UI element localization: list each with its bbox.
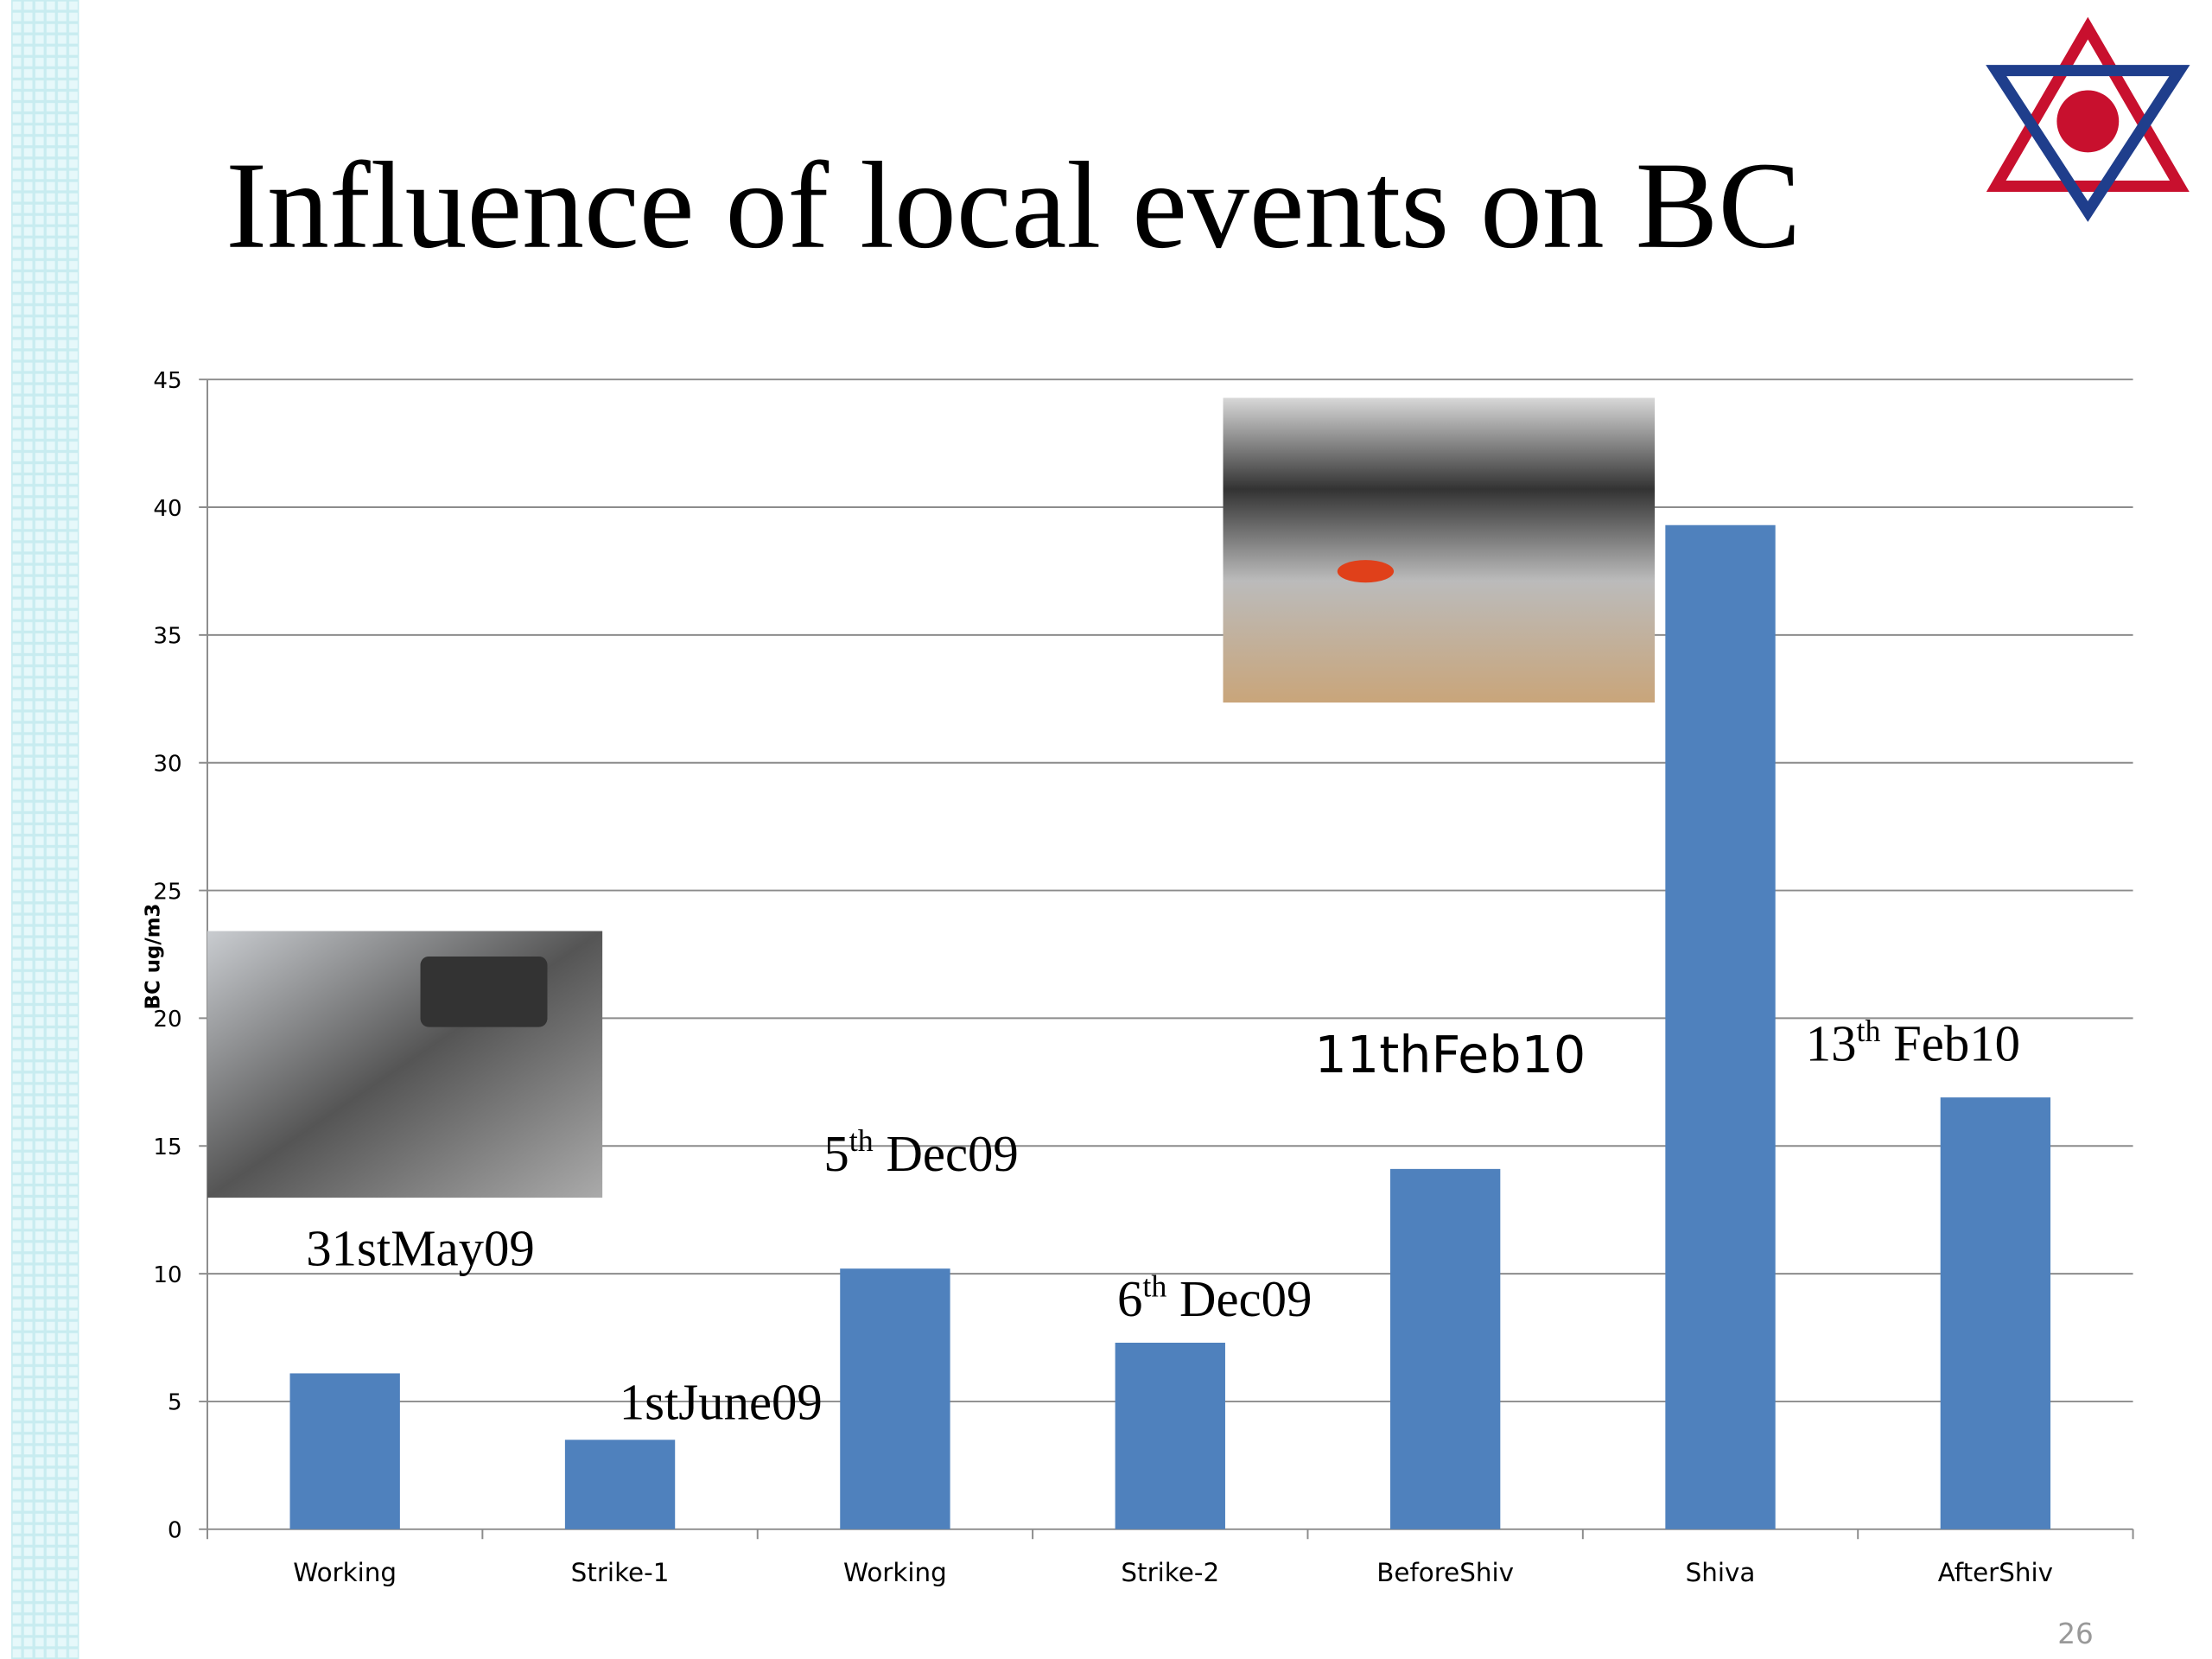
- annotation-text: 13: [1806, 1016, 1857, 1072]
- annotation-text: 31stMay09: [306, 1220, 534, 1276]
- x-tick-label: AfterShiv: [1938, 1558, 2053, 1587]
- y-tick-label: 10: [153, 1262, 181, 1288]
- y-axis-label: BC ug/m3: [142, 904, 164, 1010]
- annotation: 13th Feb10: [1806, 1014, 2020, 1072]
- annotation-text: 5: [823, 1126, 849, 1182]
- chart-title: Influence of local events on BC: [226, 137, 1801, 275]
- photo-fire: [1223, 397, 1656, 703]
- bar: [564, 1440, 676, 1529]
- y-tick-label: 20: [153, 1007, 181, 1033]
- annotation: 6th Dec09: [1117, 1268, 1312, 1327]
- y-tick-label: 35: [153, 624, 181, 650]
- annotation-rest: Dec09: [1166, 1271, 1312, 1327]
- y-tick-label: 25: [153, 879, 181, 905]
- bar: [1665, 524, 1776, 1529]
- annotation: 5th Dec09: [823, 1123, 1018, 1182]
- page-number: 26: [2057, 1618, 2094, 1650]
- annotation: 31stMay09: [306, 1220, 534, 1276]
- x-tick-label: Working: [843, 1558, 947, 1587]
- y-tick-label: 45: [153, 368, 181, 394]
- logo: [1986, 16, 2190, 222]
- annotation-sup: th: [1142, 1268, 1166, 1303]
- x-tick-label: BeforeShiv: [1376, 1558, 1514, 1587]
- annotation-sup: th: [849, 1123, 874, 1158]
- y-tick-label: 5: [168, 1390, 182, 1416]
- y-tick-label: 30: [153, 752, 181, 778]
- bar: [840, 1268, 950, 1529]
- bar: [1940, 1097, 2051, 1529]
- bar: [1115, 1342, 1225, 1529]
- side-strip: [11, 0, 79, 1659]
- bar: [1389, 1168, 1501, 1529]
- annotation-text: 1stJune09: [620, 1374, 823, 1430]
- bar: [289, 1373, 400, 1529]
- y-tick-label: 0: [168, 1518, 182, 1544]
- annotation: 1stJune09: [620, 1374, 823, 1430]
- annotation-text: 11thFeb10: [1314, 1025, 1586, 1084]
- annotation-text: 6: [1117, 1271, 1142, 1327]
- plot: 0 5 10 15 20 25 30 35 40 45 Working Strike-1 Working…: [153, 368, 2134, 1587]
- x-tick-label: Working: [293, 1558, 397, 1587]
- x-tick-label: Shiva: [1686, 1558, 1756, 1587]
- y-tick-label: 40: [153, 496, 181, 522]
- x-tick-label: Strike-2: [1121, 1558, 1219, 1587]
- annotation-rest: Feb10: [1880, 1016, 2020, 1072]
- x-tick-label: Strike-1: [571, 1558, 670, 1587]
- y-tick-label: 15: [153, 1135, 181, 1160]
- annotation: 11thFeb10: [1314, 1025, 1586, 1084]
- annotation-sup: th: [1856, 1014, 1880, 1048]
- photo-truck: [207, 931, 603, 1198]
- annotation-rest: Dec09: [874, 1126, 1019, 1182]
